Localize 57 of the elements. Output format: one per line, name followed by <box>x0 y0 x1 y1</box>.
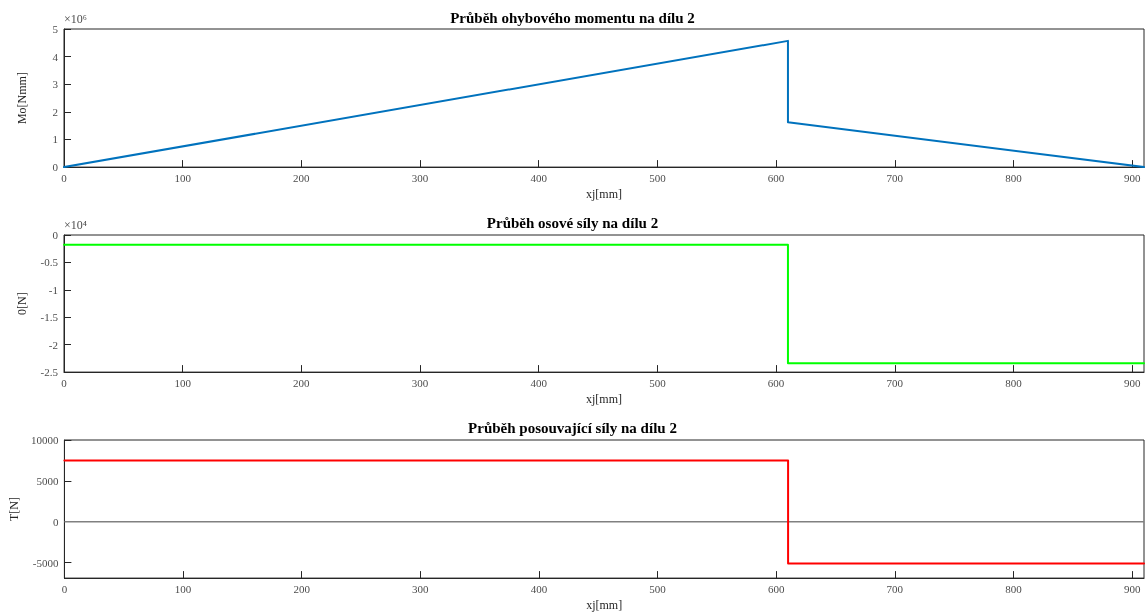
chart-title: Průběh osové síly na dílu 2 <box>486 214 659 231</box>
x-tick-label: 300 <box>411 376 429 389</box>
x-tick-label: 900 <box>1123 171 1141 184</box>
x-tick-label: 800 <box>1005 171 1023 184</box>
y-tick-label: 0 <box>52 229 59 241</box>
x-tick-label: 500 <box>649 582 667 595</box>
x-tick-label: 0 <box>61 582 68 595</box>
x-tick-label: 800 <box>1005 376 1023 389</box>
x-tick-label: 600 <box>767 582 785 595</box>
y-tick-label: 4 <box>52 50 59 63</box>
y-axis-title: Mo[Nmm] <box>15 72 29 125</box>
y-tick-label: 5 <box>52 23 59 35</box>
x-tick-label: 100 <box>174 171 192 184</box>
x-tick-label: 400 <box>530 582 548 595</box>
y-axis-title: 0[N] <box>15 292 29 315</box>
y-tick-label: -2.5 <box>40 366 59 379</box>
x-tick-label: 200 <box>293 376 311 389</box>
x-tick-label: 0 <box>61 171 68 184</box>
y-axis-title: T[N] <box>7 497 21 522</box>
x-tick-label: 700 <box>886 582 904 595</box>
x-tick-label: 700 <box>886 376 904 389</box>
chart-title: Průběh ohybového momentu na dílu 2 <box>450 9 695 26</box>
text: ×10⁴ <box>64 218 87 232</box>
y-tick-label: -5000 <box>32 556 59 569</box>
x-tick-label: 500 <box>649 171 667 184</box>
x-tick-label: 900 <box>1123 376 1141 389</box>
y-tick-label: 0 <box>52 515 59 528</box>
y-tick-label: -0.5 <box>40 256 59 269</box>
x-tick-label: 200 <box>293 582 311 595</box>
y-tick-label: -2 <box>48 338 58 351</box>
y-tick-label: -1 <box>48 283 58 296</box>
x-tick-label: 600 <box>767 171 785 184</box>
y-tick-label: 2 <box>52 105 58 118</box>
y-tick-label: 0 <box>52 161 59 174</box>
x-tick-label: 400 <box>530 171 548 184</box>
text: ×10⁶ <box>64 12 87 26</box>
x-tick-label: 200 <box>293 171 311 184</box>
y-tick-label: 5000 <box>36 474 59 487</box>
x-tick-label: 800 <box>1005 582 1023 595</box>
x-axis-title: xj[mm] <box>586 598 623 612</box>
x-tick-label: 100 <box>174 582 192 595</box>
x-tick-label: 900 <box>1123 582 1141 595</box>
x-tick-label: 400 <box>530 376 548 389</box>
x-tick-label: 500 <box>649 376 667 389</box>
y-tick-label: 1 <box>52 133 58 146</box>
x-tick-label: 0 <box>61 376 68 389</box>
x-tick-label: 600 <box>767 376 785 389</box>
y-tick-label: 3 <box>52 78 59 91</box>
x-tick-label: 700 <box>886 171 904 184</box>
x-tick-label: 300 <box>412 582 430 595</box>
x-axis-title: xj[mm] <box>586 392 622 406</box>
x-tick-label: 300 <box>411 171 429 184</box>
x-axis-title: xj[mm] <box>586 187 622 201</box>
y-tick-label: 10000 <box>30 434 59 446</box>
y-tick-label: -1.5 <box>40 311 59 324</box>
chart-title: Průběh posouvající síly na dílu 2 <box>468 419 677 436</box>
x-tick-label: 100 <box>174 376 192 389</box>
